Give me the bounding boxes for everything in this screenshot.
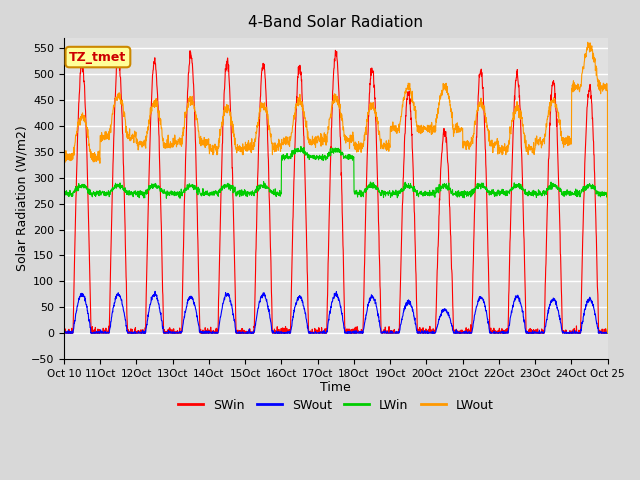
LWin	[556, 186, 564, 192]
SWin	[556, 232, 564, 238]
SWin	[572, 328, 579, 334]
Legend: SWin, SWout, LWin, LWout: SWin, SWout, LWin, LWout	[173, 394, 499, 417]
SWout	[60, 330, 68, 336]
SWout	[494, 330, 502, 336]
LWin	[494, 189, 502, 194]
Text: TZ_tmet: TZ_tmet	[69, 50, 127, 63]
LWout	[494, 141, 502, 147]
SWout	[572, 330, 579, 336]
Line: SWout: SWout	[64, 291, 608, 333]
SWout	[364, 302, 371, 308]
SWin	[60, 330, 68, 336]
LWin	[60, 190, 68, 196]
LWin	[364, 186, 371, 192]
SWin	[364, 141, 371, 147]
SWout	[604, 330, 612, 336]
LWout	[60, 156, 68, 162]
LWout	[351, 139, 359, 145]
LWout	[571, 85, 579, 91]
SWin	[494, 330, 502, 336]
Line: LWout: LWout	[64, 42, 608, 333]
SWout	[352, 329, 360, 335]
LWout	[604, 330, 612, 336]
LWin	[352, 191, 360, 196]
SWout	[60, 330, 68, 336]
SWin	[212, 327, 220, 333]
LWin	[297, 144, 305, 149]
Y-axis label: Solar Radiation (W/m2): Solar Radiation (W/m2)	[15, 126, 28, 271]
SWin	[352, 330, 360, 336]
LWout	[364, 119, 371, 124]
LWin	[571, 189, 579, 194]
LWout	[212, 147, 220, 153]
SWin	[604, 330, 612, 336]
LWout	[584, 39, 591, 45]
SWout	[212, 330, 220, 336]
SWin	[60, 329, 68, 335]
SWout	[556, 315, 564, 321]
LWin	[212, 188, 220, 193]
LWin	[604, 330, 612, 336]
Line: SWin: SWin	[64, 50, 608, 333]
X-axis label: Time: Time	[321, 382, 351, 395]
LWout	[556, 121, 563, 127]
SWin	[332, 48, 339, 53]
Line: LWin: LWin	[64, 146, 608, 333]
SWout	[151, 288, 159, 294]
Title: 4-Band Solar Radiation: 4-Band Solar Radiation	[248, 15, 423, 30]
